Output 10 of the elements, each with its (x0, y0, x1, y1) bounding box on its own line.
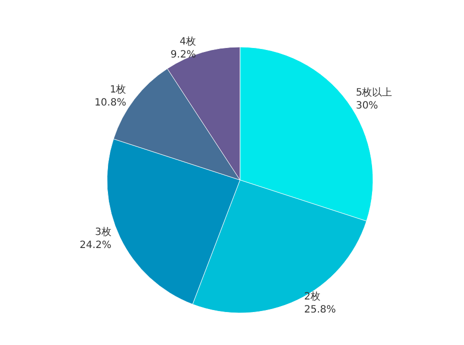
slice-label: 3枚 (95, 226, 112, 238)
data-label: 9.2% (170, 50, 196, 61)
data-label: 25.8% (304, 304, 336, 316)
data-label: 24.2% (80, 240, 112, 252)
slice-label: 5枚以上 (356, 86, 392, 98)
slice-label: 2枚 (304, 290, 320, 303)
data-label: 30% (356, 100, 378, 112)
slice-label: 1枚 (110, 84, 126, 96)
slice-label: 4枚 (180, 36, 196, 48)
data-label: 10.8% (94, 98, 126, 109)
